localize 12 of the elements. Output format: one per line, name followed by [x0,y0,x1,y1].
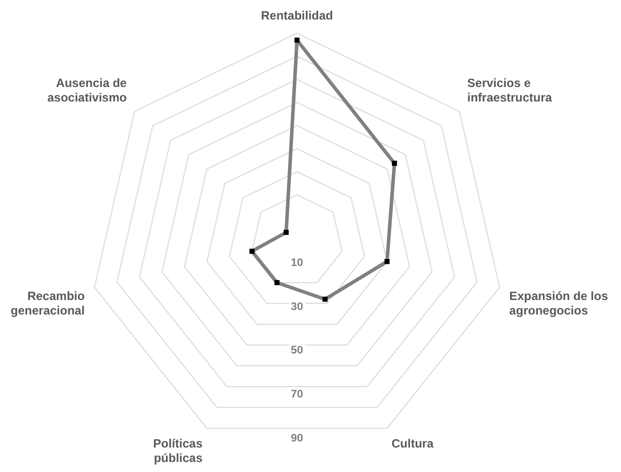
spoke-label: Expansión de los agronegocios [509,288,608,318]
y-tick-label: 90 [290,432,304,445]
spoke-label: Servicios e infraestructura [467,76,552,104]
spoke-label: Ausencia de asociativismo [47,76,128,104]
y-tick-label: 10 [290,256,304,269]
spoke-label: Rentabilidad [260,8,334,22]
y-tick-label: 50 [290,344,304,357]
spoke-label: Cultura [391,436,434,451]
y-tick-label: 70 [290,388,304,401]
y-tick-label: 30 [290,300,304,313]
spoke-label: Políticas públicas [153,436,203,466]
spoke-label: Recambio generacional [10,288,85,318]
